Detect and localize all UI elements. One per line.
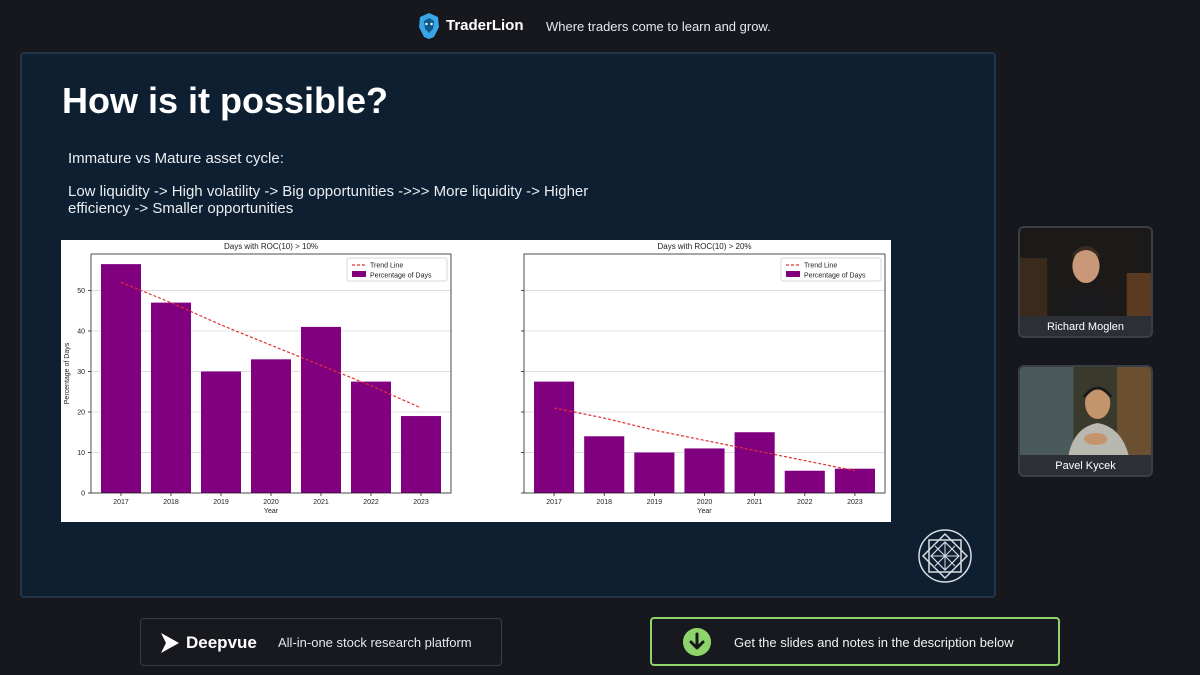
x-axis-label: Year — [697, 508, 712, 515]
bar — [734, 432, 775, 493]
x-tick-label: 2018 — [163, 499, 179, 506]
slide-subtitle: Immature vs Mature asset cycle: — [68, 150, 284, 167]
bar — [201, 371, 241, 493]
legend-label: Trend Line — [370, 263, 403, 270]
y-axis-label: Percentage of Days — [64, 342, 71, 404]
presentation-slide: How is it possible? Immature vs Mature a… — [20, 52, 996, 598]
download-icon — [683, 628, 711, 656]
brand-name: TraderLion — [446, 17, 524, 34]
bar — [401, 416, 441, 493]
deepvue-brand: Deepvue — [186, 633, 257, 652]
x-tick-label: 2023 — [413, 499, 429, 506]
participant-tile[interactable]: Pavel Kycek — [1018, 365, 1153, 477]
chart-title: Days with ROC(10) > 20% — [657, 242, 751, 251]
legend-box — [346, 257, 448, 282]
bar — [151, 302, 191, 493]
bar — [251, 359, 291, 493]
bar — [584, 436, 625, 493]
top-bar: TraderLion Where traders come to learn a… — [0, 8, 1200, 44]
legend-box — [780, 257, 882, 282]
trend-line — [553, 407, 856, 472]
chart-panel: Days with ROC(10) > 10% 0 10 20 30 40 50 2017 20… — [61, 240, 891, 522]
lion-logo-icon — [419, 13, 439, 39]
bar — [834, 468, 875, 493]
deepvue-logo-icon — [161, 633, 179, 653]
participant-name: Pavel Kycek — [1020, 455, 1151, 475]
x-tick-label: 2023 — [847, 499, 863, 506]
trend-line — [120, 281, 422, 409]
legend-label: Percentage of Days — [804, 273, 866, 280]
legend-label: Percentage of Days — [370, 273, 432, 280]
x-tick-label: 2020 — [697, 499, 713, 506]
charts-figure: Days with ROC(10) > 10% 0 10 20 30 40 50 2017 20… — [64, 242, 886, 515]
bar — [301, 326, 341, 493]
legend-label: Trend Line — [804, 263, 837, 270]
x-axis-label: Year — [264, 508, 279, 515]
x-tick-label: 2021 — [747, 499, 763, 506]
x-tick-label: 2018 — [596, 499, 612, 506]
y-tick-label: 40 — [77, 328, 85, 335]
geometric-logo-icon — [918, 529, 972, 583]
x-tick-label: 2017 — [113, 499, 129, 506]
x-tick-label: 2020 — [263, 499, 279, 506]
y-tick-label: 10 — [77, 450, 85, 457]
x-tick-label: 2021 — [313, 499, 329, 506]
y-tick-label: 20 — [77, 409, 85, 416]
slide-title: How is it possible? — [62, 80, 389, 121]
y-tick-label: 30 — [77, 369, 85, 376]
x-tick-label: 2017 — [546, 499, 562, 506]
x-tick-label: 2019 — [213, 499, 229, 506]
y-tick-label: 50 — [77, 288, 85, 295]
bar — [784, 470, 825, 493]
slides-notes-banner[interactable]: Get the slides and notes in the descript… — [650, 617, 1060, 666]
video-feed-icon — [1020, 228, 1151, 316]
x-tick-label: 2019 — [647, 499, 663, 506]
video-feed-icon — [1020, 367, 1151, 455]
participant-name: Richard Moglen — [1020, 316, 1151, 336]
x-tick-label: 2022 — [797, 499, 813, 506]
participant-tile[interactable]: Richard Moglen — [1018, 226, 1153, 338]
bar — [634, 452, 675, 493]
brand-tagline: Where traders come to learn and grow. — [546, 19, 771, 34]
bar — [684, 448, 725, 493]
slide-body-text: Low liquidity -> High volatility -> Big … — [68, 183, 589, 217]
chart-title: Days with ROC(10) > 10% — [224, 242, 318, 251]
legend-swatch-bar — [786, 271, 800, 277]
x-tick-label: 2022 — [363, 499, 379, 506]
legend-swatch-bar — [352, 271, 366, 277]
deepvue-banner[interactable]: Deepvue All-in-one stock research platfo… — [140, 618, 502, 666]
bar — [351, 381, 391, 493]
slides-notes-text: Get the slides and notes in the descript… — [734, 635, 1014, 650]
deepvue-tagline: All-in-one stock research platform — [278, 635, 472, 650]
bar — [534, 381, 575, 493]
y-tick-label: 0 — [81, 491, 85, 498]
bar — [101, 264, 141, 493]
